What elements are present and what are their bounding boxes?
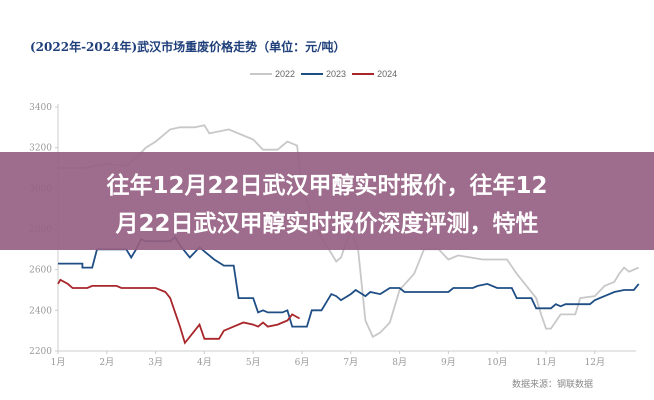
legend-label: 2023 [326,69,347,79]
y-tick-label: 3200 [29,144,52,154]
y-tick-label: 2400 [29,306,52,316]
x-tick-label: 9月 [441,357,456,368]
x-tick-label: 10月 [487,357,507,368]
legend-item-2022: 2022 [250,69,295,79]
series-line-2023 [58,235,640,328]
x-tick-label: 1月 [51,357,66,368]
series-line-2022 [58,124,640,339]
legend-label: 2022 [275,69,296,79]
x-tick-label: 5月 [246,357,261,368]
legend-swatch [250,73,272,75]
series-line-2024 [57,278,301,345]
x-tick-label: 7月 [343,357,358,368]
headline-banner: 往年12月22日武汉甲醇实时报价，往年12 月22日武汉甲醇实时报价深度评测，特… [0,152,654,250]
x-tick-label: 6月 [295,357,310,368]
x-tick-label: 12月 [585,357,605,368]
legend-swatch [352,73,375,75]
y-tick-label: 2200 [29,347,52,357]
x-tick-label: 2月 [99,357,114,368]
y-tick-label: 2600 [29,266,52,276]
x-tick-label: 8月 [392,357,407,368]
legend-item-2024: 2024 [352,69,397,79]
legend-item-2023: 2023 [301,69,346,79]
y-tick-label: 3400 [29,103,52,113]
x-tick-label: 11月 [536,357,556,368]
legend: 2022 2023 2024 [250,69,397,79]
headline-line-1: 往年12月22日武汉甲醇实时报价，往年12 [106,173,548,199]
headline-line-2: 月22日武汉甲醇实时报价深度评测，特性 [115,211,539,237]
legend-label: 2024 [377,69,398,79]
legend-swatch [301,73,324,75]
x-tick-label: 3月 [148,357,163,368]
chart-title: (2022年-2024年)武汉市场重废价格走势（单位：元/吨） [30,40,346,54]
x-tick-label: 4月 [197,357,212,368]
source-note: 数据来源：钢联数据 [512,380,594,390]
